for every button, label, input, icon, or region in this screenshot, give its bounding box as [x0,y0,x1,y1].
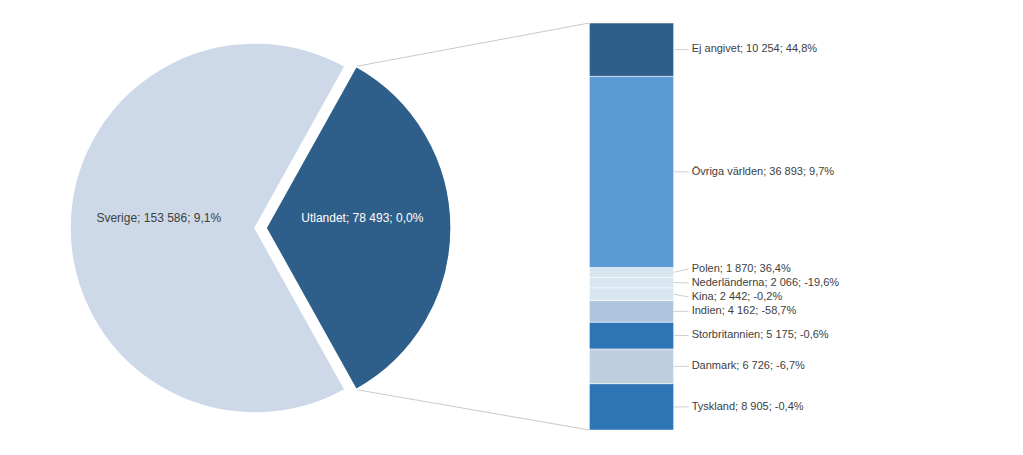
segment-label: Tyskland; 8 905; -0,4% [692,400,804,412]
bar-segment [589,288,673,301]
bar-segment [589,23,673,76]
segment-label: Polen; 1 870; 36,4% [692,262,791,274]
leader-line [674,171,689,172]
segment-label: Storbritannien; 5 175; -0,6% [692,328,829,340]
bar-segment [589,349,673,384]
segment-label: Danmark; 6 726; -6,7% [692,359,805,371]
pie-slice [266,66,451,389]
leader-line [674,269,689,272]
leader-line [674,366,689,367]
bar-segment [589,277,673,288]
bar-segment [589,301,673,323]
leader-line [674,311,689,312]
connector-line [356,390,589,430]
bar-segment [589,322,673,349]
leader-line [674,335,689,336]
bar-segment [589,267,673,277]
leader-line [674,49,689,50]
segment-label: Övriga världen; 36 893; 9,7% [692,165,835,177]
segment-label: Nederländerna; 2 066; -19,6% [692,276,840,288]
leader-line [674,294,689,297]
segment-label: Ej angivet; 10 254; 44,8% [692,42,818,54]
pie: Sverige; 153 586; 9,1% Utlandet; 78 493; … [70,43,451,413]
leader-line [674,406,689,407]
leader-line [674,282,689,283]
chart: Sverige; 153 586; 9,1% Utlandet; 78 493; … [0,0,1023,455]
segment-labels: Ej angivet; 10 254; 44,8% Övriga världen;… [674,42,840,411]
slice-label: Utlandet; 78 493; 0,0% [301,211,423,225]
slice-label: Sverige; 153 586; 9,1% [96,211,221,225]
segment-label: Indien; 4 162; -58,7% [692,304,797,316]
bar-segment [589,384,673,430]
connector-line [356,23,589,66]
bar-segment [589,76,673,267]
bars [589,23,673,430]
segment-label: Kina; 2 442; -0,2% [692,290,783,302]
